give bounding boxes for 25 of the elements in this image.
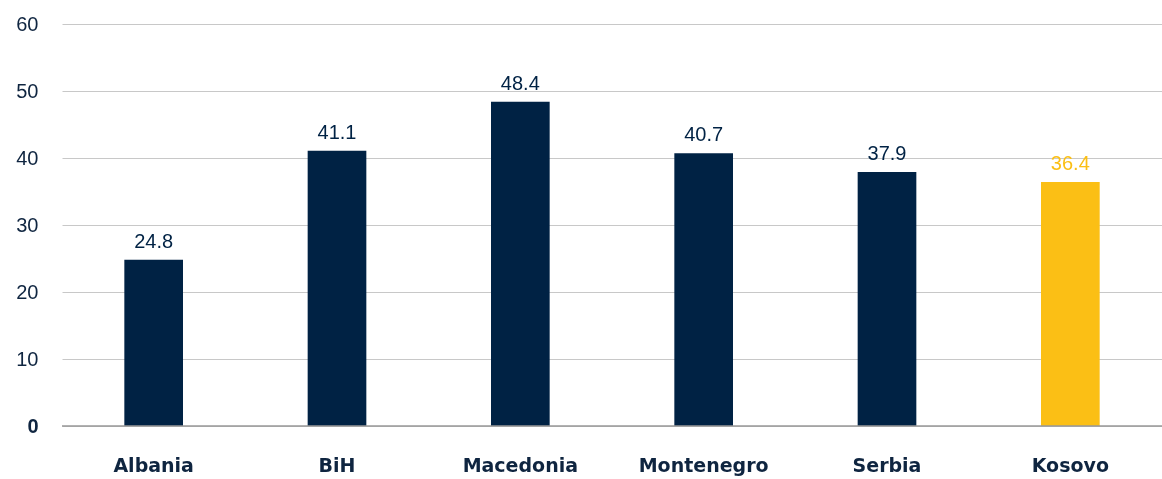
- data-label: 41.1: [317, 120, 357, 143]
- x-tick-label: BiH: [318, 453, 356, 476]
- y-tick-label: 10: [16, 347, 39, 370]
- bar: [124, 259, 183, 426]
- x-tick-label: Macedonia: [462, 453, 579, 476]
- data-label: 40.7: [684, 123, 724, 146]
- data-label: 37.9: [867, 142, 907, 165]
- x-tick-label: Kosovo: [1031, 453, 1109, 476]
- bar: [491, 101, 550, 426]
- y-tick-label: 0: [27, 414, 39, 437]
- y-tick-label: 50: [16, 79, 39, 102]
- x-tick-label: Serbia: [852, 453, 922, 476]
- data-label: 48.4: [500, 71, 540, 94]
- bar: [857, 172, 917, 426]
- y-tick-label: 60: [16, 12, 39, 35]
- y-tick-label: 40: [16, 146, 39, 169]
- bar: [1041, 182, 1100, 426]
- data-label: 24.8: [134, 229, 174, 252]
- y-tick-label: 30: [16, 213, 39, 236]
- x-tick-label: Montenegro: [638, 453, 769, 476]
- bar: [307, 150, 367, 426]
- bar: [674, 153, 733, 426]
- x-tick-label: Albania: [113, 453, 194, 476]
- y-tick-label: 20: [16, 280, 39, 303]
- data-label: 36.4: [1050, 152, 1090, 175]
